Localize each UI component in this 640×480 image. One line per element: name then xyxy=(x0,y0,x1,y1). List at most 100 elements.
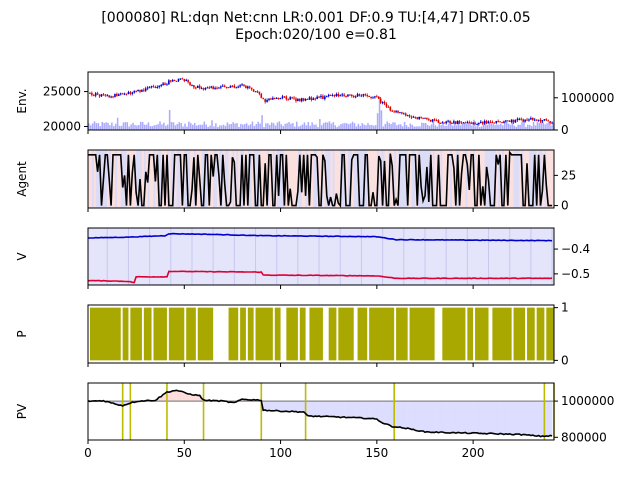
pv-fill xyxy=(288,401,291,412)
volume-bar xyxy=(467,123,469,130)
agent-action-band xyxy=(338,150,341,208)
price-candle xyxy=(530,117,532,120)
volume-bar xyxy=(536,121,539,130)
pv-fill xyxy=(423,401,426,431)
price-candle xyxy=(422,117,424,119)
price-candle xyxy=(324,96,326,100)
price-candle xyxy=(291,97,293,99)
volume-bar xyxy=(419,126,421,130)
price-candle xyxy=(256,91,259,93)
position-bar xyxy=(409,307,435,361)
volume-bar xyxy=(502,125,504,130)
pv-fill xyxy=(317,401,320,417)
volume-bar xyxy=(297,126,300,130)
price-candle xyxy=(349,94,351,96)
pv-fill xyxy=(471,401,474,434)
agent-action-line xyxy=(88,150,553,208)
price-candle xyxy=(451,122,453,124)
price-candle xyxy=(241,84,243,86)
price-candle xyxy=(200,88,203,90)
volume-bar xyxy=(434,125,437,130)
price-candle xyxy=(335,93,338,96)
price-candle xyxy=(231,85,234,87)
price-candle xyxy=(495,121,498,123)
volume-bar xyxy=(166,124,169,130)
price-candle xyxy=(445,121,447,124)
pv-fill xyxy=(374,401,378,419)
pv-fill xyxy=(505,401,509,434)
pv-fill xyxy=(419,401,422,432)
agent-action-band xyxy=(498,150,501,208)
volume-bar xyxy=(550,125,552,130)
volume-bar xyxy=(261,115,263,130)
agent-action-band xyxy=(330,150,334,208)
volume-bar xyxy=(286,123,288,130)
price-candle xyxy=(403,113,405,115)
price-candle xyxy=(543,119,546,121)
agent-action-band xyxy=(413,150,416,208)
pv-fill xyxy=(494,401,497,434)
agent-action-band xyxy=(374,150,378,208)
pv-fill xyxy=(270,401,274,411)
pv-fill xyxy=(469,401,472,434)
pv-fill xyxy=(190,393,193,402)
price-candle xyxy=(206,87,209,89)
volume-bar xyxy=(139,121,142,130)
agent-action-band xyxy=(515,150,518,208)
price-candle xyxy=(404,113,407,116)
volume-bar xyxy=(511,121,514,130)
agent-action-band xyxy=(432,150,436,208)
pv-fill xyxy=(407,401,410,429)
agent-action-band xyxy=(228,150,231,208)
position-bar xyxy=(513,307,526,361)
volume-bar xyxy=(534,125,537,130)
volume-bar xyxy=(353,123,356,130)
agent-action-band xyxy=(444,150,447,208)
price-candle xyxy=(372,97,374,99)
price-candle xyxy=(431,119,434,122)
volume-bar xyxy=(234,123,236,130)
volume-bar xyxy=(398,124,400,130)
volume-bar xyxy=(236,123,238,130)
price-candle xyxy=(137,89,139,92)
price-candle xyxy=(179,78,182,80)
agent-action-band xyxy=(372,150,376,208)
pv-fill xyxy=(307,401,310,416)
volume-bar xyxy=(247,125,250,130)
x-tick-label: 50 xyxy=(177,446,192,460)
pv-fill xyxy=(338,401,341,417)
price-candle xyxy=(456,121,459,124)
volume-bar xyxy=(255,124,258,130)
volume-bar xyxy=(186,126,188,130)
price-candle xyxy=(297,98,299,102)
pv-fill xyxy=(448,401,451,433)
agent-action-band xyxy=(232,150,235,208)
volume-bar xyxy=(459,125,462,130)
position-bar xyxy=(186,307,196,361)
price-candle xyxy=(499,121,501,123)
volume-bar xyxy=(392,122,394,130)
pv-fill xyxy=(113,401,116,404)
price-candle xyxy=(343,94,345,96)
pv-fill xyxy=(243,399,247,402)
agent-action-band xyxy=(361,150,364,208)
volume-bar xyxy=(257,121,259,130)
volume-bar xyxy=(436,126,439,130)
pv-fill xyxy=(299,401,303,412)
price-candle xyxy=(141,89,143,92)
agent-action-band xyxy=(496,150,499,208)
volume-bar xyxy=(153,125,155,130)
pv-fill xyxy=(382,401,385,424)
pv-fill xyxy=(388,401,391,425)
volume-bar xyxy=(527,124,529,130)
volume-bar xyxy=(232,122,234,130)
price-candle xyxy=(279,98,282,100)
pv-fill xyxy=(376,401,380,420)
pv-fill xyxy=(544,401,547,437)
position-bar xyxy=(338,307,354,361)
volume-bar xyxy=(507,123,510,130)
agent-action-band xyxy=(334,150,337,208)
volume-bar xyxy=(188,121,190,130)
price-candle xyxy=(143,89,145,91)
volume-bar xyxy=(469,123,471,130)
